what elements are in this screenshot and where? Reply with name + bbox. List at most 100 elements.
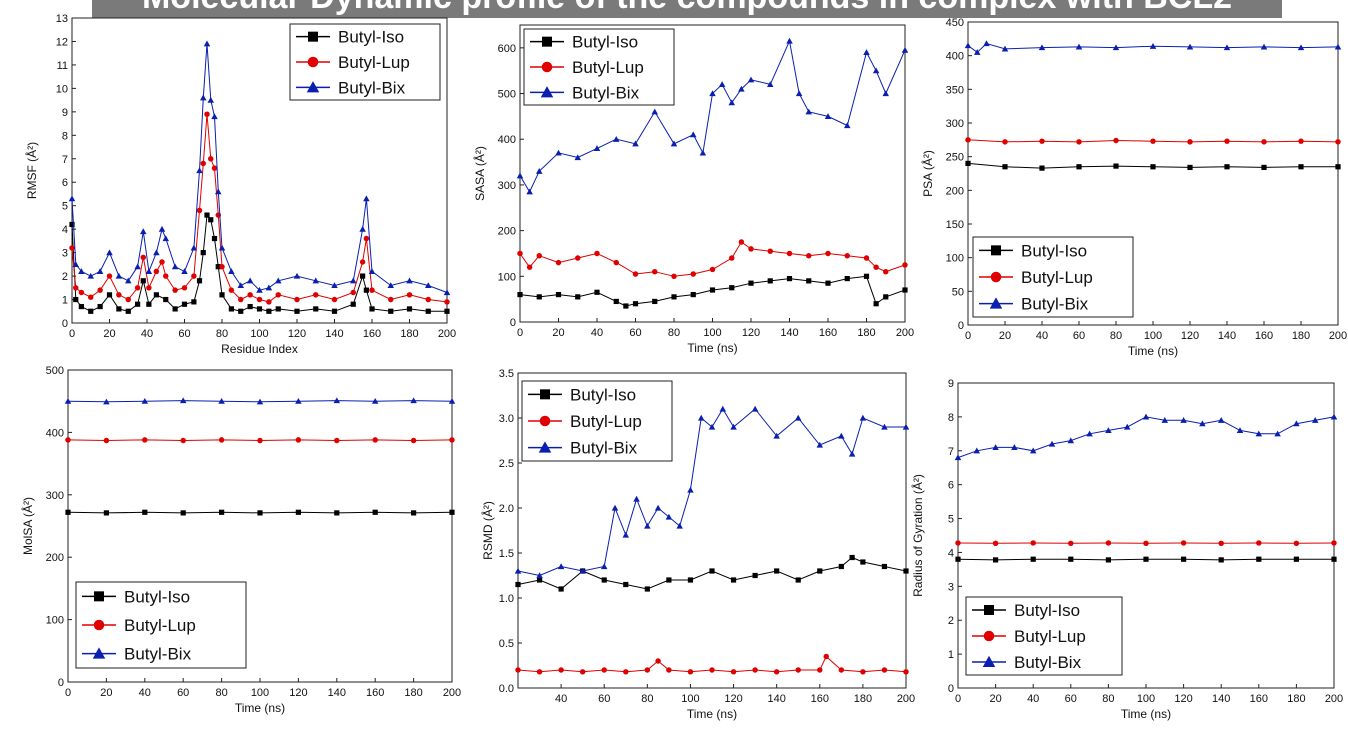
data-point xyxy=(903,669,909,675)
data-point xyxy=(196,278,203,284)
x-tick-label: 180 xyxy=(1287,693,1305,705)
data-point xyxy=(594,289,600,295)
y-tick-label: 0 xyxy=(958,320,964,332)
series-butyl-bix xyxy=(68,40,451,296)
data-point xyxy=(557,563,565,570)
y-tick-label: 100 xyxy=(46,615,64,627)
data-point xyxy=(718,81,726,87)
data-point xyxy=(699,149,707,156)
data-point xyxy=(103,510,109,516)
data-point xyxy=(181,285,188,291)
chart-rmsf: 0 20 40 60 80 100 120 140 160 180 2000123456789101… xyxy=(24,13,456,356)
data-point xyxy=(903,568,909,574)
data-point xyxy=(594,250,600,257)
legend: Butyl-Iso Butyl-Lup Butyl-Bix xyxy=(75,581,247,669)
data-point xyxy=(795,90,803,97)
x-tick-label: 180 xyxy=(854,693,872,705)
data-point xyxy=(1112,44,1120,51)
data-point xyxy=(106,292,113,298)
data-point xyxy=(1331,556,1337,562)
data-point xyxy=(817,568,823,574)
x-tick-label: 80 xyxy=(216,328,228,340)
data-point xyxy=(558,667,564,673)
data-point xyxy=(295,509,301,515)
x-tick-label: 100 xyxy=(703,327,721,339)
data-point xyxy=(411,510,417,516)
series-butyl-iso xyxy=(517,273,908,309)
data-point xyxy=(633,495,640,502)
data-point xyxy=(448,397,456,404)
data-point xyxy=(873,264,879,270)
data-point xyxy=(115,272,123,279)
data-point xyxy=(601,577,607,583)
data-point xyxy=(824,113,832,119)
x-tick-label: 40 xyxy=(591,327,603,339)
data-point xyxy=(1186,43,1194,50)
data-point xyxy=(816,441,824,448)
data-point xyxy=(1223,44,1231,51)
data-point xyxy=(536,669,543,675)
data-point xyxy=(200,160,206,167)
data-point xyxy=(359,259,366,265)
x-tick-label: 140 xyxy=(325,328,343,340)
x-tick-label: 0 xyxy=(965,330,971,342)
data-point xyxy=(171,263,179,270)
chart-psa: 0 20 40 60 80 100 120 140 160 180 200 0 50 100 150 200 2… xyxy=(920,17,1347,358)
legend-marker xyxy=(984,605,994,615)
legend-label: Butyl-Lup xyxy=(570,412,642,431)
data-point xyxy=(247,303,253,310)
data-point xyxy=(993,557,999,563)
data-point xyxy=(1330,413,1338,420)
data-point xyxy=(172,287,178,293)
data-point xyxy=(666,577,672,583)
x-tick-label: 100 xyxy=(251,687,269,699)
data-point xyxy=(690,131,697,138)
data-point xyxy=(219,292,225,298)
legend-label: Butyl-Lup xyxy=(338,53,410,72)
data-point xyxy=(676,522,683,529)
data-point xyxy=(992,444,999,450)
legend-marker xyxy=(306,81,320,93)
data-point xyxy=(1180,417,1187,423)
data-point xyxy=(622,531,630,538)
data-point xyxy=(219,509,225,515)
y-tick-label: 300 xyxy=(46,490,64,502)
data-point xyxy=(690,271,696,277)
data-point xyxy=(515,581,521,588)
data-point xyxy=(1298,164,1304,170)
data-point xyxy=(613,259,619,266)
x-tick-label: 80 xyxy=(668,327,680,339)
data-point xyxy=(644,667,651,673)
data-point xyxy=(237,282,244,289)
data-point xyxy=(191,299,197,305)
data-point xyxy=(1217,417,1225,423)
data-point xyxy=(294,296,300,303)
x-tick-label: 120 xyxy=(289,687,307,699)
data-point xyxy=(211,113,218,120)
x-axis-label: Time (ns) xyxy=(687,341,737,355)
series-line xyxy=(71,213,447,312)
series-butyl-bix xyxy=(964,40,1342,55)
data-point xyxy=(1143,540,1149,547)
data-point xyxy=(153,268,160,275)
data-point xyxy=(372,509,378,515)
x-tick-label: 120 xyxy=(724,693,742,705)
x-tick-label: 0 xyxy=(69,328,75,340)
data-point xyxy=(275,277,282,284)
data-point xyxy=(64,397,72,404)
data-point xyxy=(902,287,908,293)
data-point xyxy=(872,67,880,74)
data-point xyxy=(1335,139,1341,145)
data-point xyxy=(266,299,272,305)
data-point xyxy=(1076,139,1082,145)
data-point xyxy=(406,292,413,298)
y-tick-label: 0 xyxy=(948,683,954,695)
x-tick-label: 60 xyxy=(1065,693,1077,705)
y-tick-label: 500 xyxy=(46,365,64,377)
data-point xyxy=(774,568,780,574)
y-tick-label: 400 xyxy=(498,134,516,146)
x-tick-label: 60 xyxy=(629,327,641,339)
data-point xyxy=(295,437,302,443)
data-point xyxy=(275,306,281,312)
legend-marker xyxy=(540,86,554,98)
